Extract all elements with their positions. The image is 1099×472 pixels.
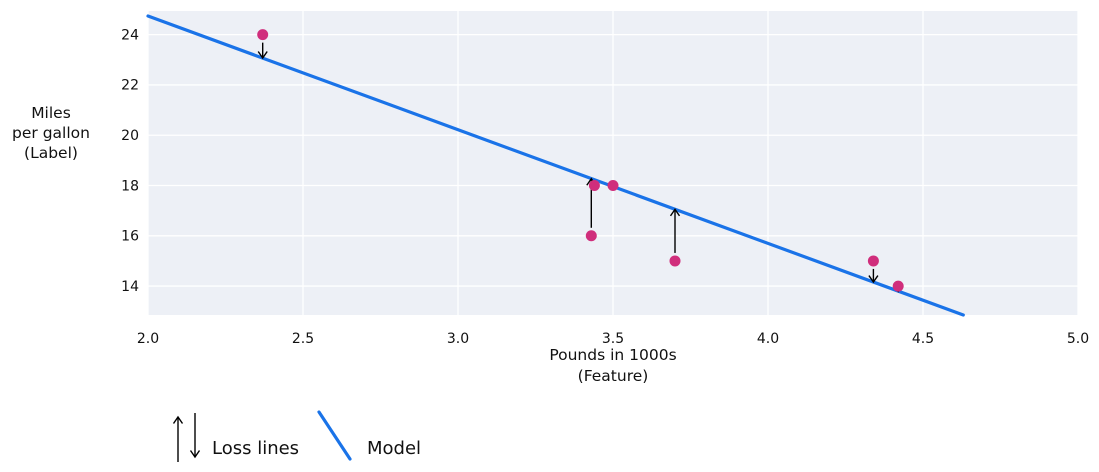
model-line xyxy=(146,14,965,317)
x-axis-label-line1: Pounds in 1000s xyxy=(549,346,676,364)
x-tick-label: 3.5 xyxy=(602,331,624,347)
data-point xyxy=(867,255,879,267)
data-point xyxy=(588,180,600,192)
data-point xyxy=(607,180,619,192)
x-tick-label: 2.5 xyxy=(292,331,314,347)
data-point xyxy=(585,230,597,242)
x-tick-label: 5.0 xyxy=(1067,331,1089,347)
y-axis-label: Miles per gallon (Label) xyxy=(12,104,90,162)
y-tick-label: 14 xyxy=(121,279,139,295)
x-tick-label: 4.5 xyxy=(912,331,934,347)
y-tick-label: 24 xyxy=(121,27,139,43)
y-tick-label: 20 xyxy=(121,128,139,144)
legend-model-line-icon xyxy=(317,410,352,461)
y-axis-label-line1: Miles xyxy=(31,104,71,122)
data-point xyxy=(257,29,269,41)
y-axis-label-line3: (Label) xyxy=(24,144,78,162)
y-tick-labels: 14 16 18 20 22 24 xyxy=(121,27,139,294)
legend-loss-lines-label: Loss lines xyxy=(212,438,299,459)
x-axis-label-line2: (Feature) xyxy=(578,367,649,385)
data-point xyxy=(892,280,904,292)
y-tick-label: 18 xyxy=(121,178,139,194)
x-tick-label: 3.0 xyxy=(447,331,469,347)
data-point xyxy=(669,255,681,267)
x-tick-label: 2.0 xyxy=(137,331,159,347)
y-tick-label: 22 xyxy=(121,78,139,94)
data-points xyxy=(257,29,904,292)
x-tick-labels: 2.0 2.5 3.0 3.5 4.0 4.5 5.0 xyxy=(137,331,1089,347)
y-tick-label: 16 xyxy=(121,229,139,245)
y-axis-label-line2: per gallon xyxy=(12,124,90,142)
x-tick-label: 4.0 xyxy=(757,331,779,347)
legend-model-label: Model xyxy=(367,438,421,459)
legend: Loss lines Model xyxy=(172,410,421,462)
x-axis-label: Pounds in 1000s (Feature) xyxy=(549,346,676,385)
